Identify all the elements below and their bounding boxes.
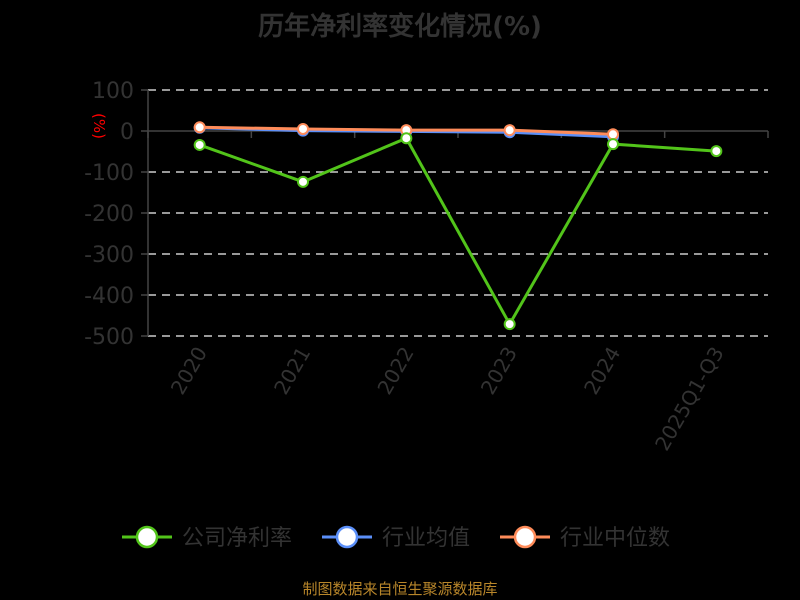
y-tick-label: -200 <box>84 202 134 227</box>
y-unit-label: (%) <box>90 113 108 139</box>
legend-item[interactable]: 行业均值 <box>322 525 470 551</box>
chart-title: 历年净利率变化情况(%) <box>258 12 542 42</box>
legend-marker-icon <box>335 525 359 549</box>
data-point[interactable] <box>710 145 723 158</box>
x-tick-label: 2020 <box>166 343 212 399</box>
y-tick-label: -400 <box>84 284 134 309</box>
y-tick-label: -500 <box>84 325 134 350</box>
x-tick-label: 2025Q1-Q3 <box>650 343 729 455</box>
legend-label: 行业均值 <box>382 526 470 551</box>
data-point[interactable] <box>607 138 619 151</box>
data-point[interactable] <box>297 175 309 188</box>
data-point[interactable] <box>193 138 206 151</box>
data-point[interactable] <box>503 318 516 331</box>
source-footer: 制图数据来自恒生聚源数据库 <box>302 580 498 598</box>
data-point[interactable] <box>503 124 516 137</box>
legend-label: 公司净利率 <box>182 526 292 551</box>
y-tick-label: 0 <box>120 120 134 145</box>
data-point[interactable] <box>400 132 413 145</box>
data-point[interactable] <box>297 122 309 135</box>
x-tick-label: 2023 <box>476 343 522 399</box>
x-tick-label: 2024 <box>579 343 625 399</box>
x-tick-label: 2021 <box>269 343 315 399</box>
x-tick-label: 2022 <box>372 343 418 399</box>
legend: 公司净利率 行业均值 行业中位数 <box>122 525 670 551</box>
legend-marker-icon <box>513 525 537 549</box>
series-line-0 <box>199 136 717 328</box>
legend-item[interactable]: 公司净利率 <box>122 525 292 551</box>
legend-item[interactable]: 行业中位数 <box>500 525 670 551</box>
legend-label: 行业中位数 <box>560 526 670 551</box>
data-point[interactable] <box>193 121 206 134</box>
data-point[interactable] <box>607 128 619 141</box>
y-tick-label: -100 <box>84 161 134 186</box>
y-tick-label: -300 <box>84 243 134 268</box>
y-tick-label: 100 <box>92 79 134 104</box>
legend-marker-icon <box>135 525 159 549</box>
